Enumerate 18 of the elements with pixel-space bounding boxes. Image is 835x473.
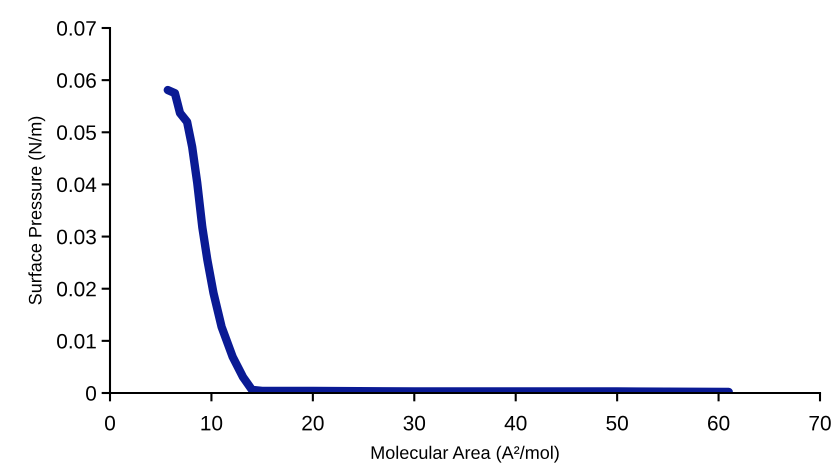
x-tick-label: 50 — [606, 416, 628, 431]
y-tick-label: 0.01 — [57, 334, 96, 349]
x-tick-label: 10 — [201, 416, 222, 431]
x-tick-label: 60 — [708, 416, 730, 431]
y-tick-label: 0.02 — [57, 282, 96, 296]
y-tick-label: 0.04 — [57, 177, 96, 192]
x-tick-label: 30 — [403, 416, 426, 431]
x-axis-title: Molecular Area (A²/mol) — [372, 446, 559, 463]
y-tick-label: 0.06 — [57, 73, 96, 88]
x-tick-label: 40 — [504, 416, 526, 431]
y-tick-label: 0.07 — [57, 21, 96, 36]
x-tick-label: 70 — [809, 416, 831, 431]
x-tick-label: 20 — [302, 416, 324, 431]
y-tick-label: 0.03 — [57, 230, 96, 244]
x-tick-label: 0 — [105, 416, 115, 431]
y-axis-title: Surface Pressure (N/m) — [28, 116, 46, 304]
y-tick-label: 0.05 — [57, 125, 96, 140]
y-tick-label: 0 — [86, 386, 96, 401]
